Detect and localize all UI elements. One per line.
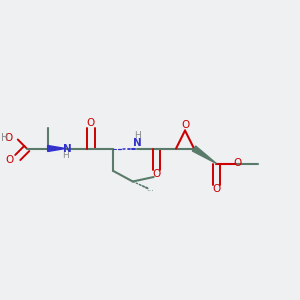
Text: H: H <box>1 133 8 143</box>
Text: O: O <box>4 133 13 143</box>
Text: N: N <box>63 144 72 154</box>
Text: H: H <box>134 131 141 140</box>
Text: N: N <box>133 137 142 148</box>
Text: H: H <box>62 151 69 160</box>
Polygon shape <box>192 146 216 164</box>
Polygon shape <box>48 146 66 152</box>
Text: O: O <box>181 120 189 130</box>
Text: O: O <box>212 184 220 194</box>
Text: ···: ··· <box>146 187 154 196</box>
Text: O: O <box>6 154 14 165</box>
Text: O: O <box>233 158 242 169</box>
Text: O: O <box>87 118 95 128</box>
Text: O: O <box>152 169 161 179</box>
